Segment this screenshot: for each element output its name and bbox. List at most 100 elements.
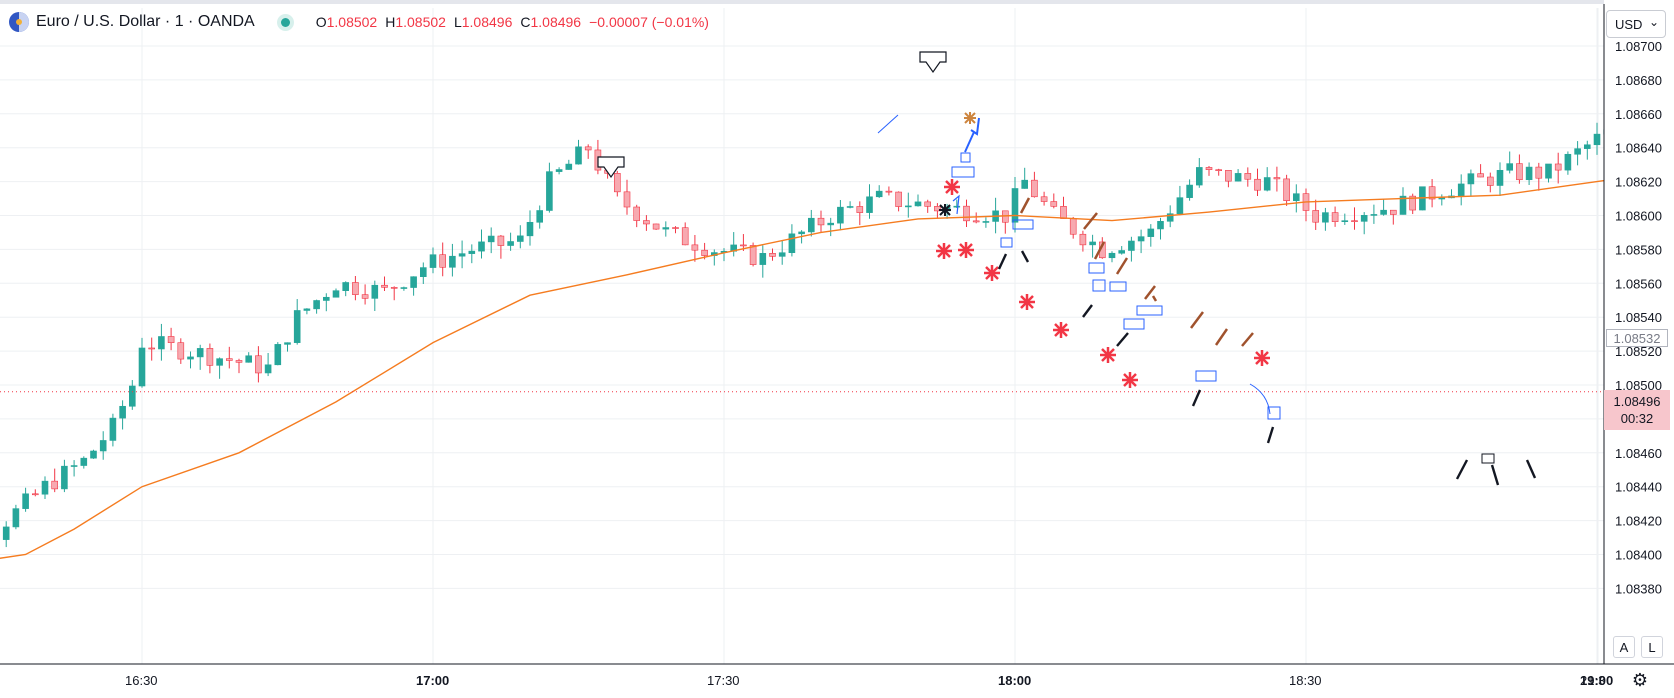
candle-down bbox=[1225, 170, 1232, 182]
price-tick-label: 1.08400 bbox=[1615, 548, 1662, 563]
market-status-icon[interactable] bbox=[280, 17, 290, 27]
time-tick-label: 18:00 bbox=[998, 673, 1031, 688]
candle-up bbox=[1574, 148, 1581, 155]
candle-up bbox=[400, 287, 408, 289]
last-price-label: 1.08532 bbox=[1606, 329, 1668, 347]
candle-up bbox=[1525, 166, 1533, 181]
price-tick-label: 1.08540 bbox=[1615, 310, 1662, 325]
candle-down bbox=[1040, 196, 1048, 202]
box-marker bbox=[1195, 370, 1217, 382]
currency-selector[interactable]: USD ⌄ bbox=[1606, 10, 1666, 38]
moving-average-line bbox=[0, 170, 1674, 559]
price-tick-label: 1.08380 bbox=[1615, 581, 1662, 596]
price-tick-label: 1.08560 bbox=[1615, 276, 1662, 291]
candle-up bbox=[807, 217, 815, 233]
candle-down bbox=[895, 191, 902, 207]
current-price-label: 1.08496 00:32 bbox=[1604, 390, 1670, 430]
candle-up bbox=[2, 526, 10, 540]
price-tick-label: 1.08680 bbox=[1615, 73, 1662, 88]
candle-up bbox=[846, 206, 854, 208]
candle-up bbox=[1380, 209, 1387, 215]
candle-up bbox=[546, 171, 553, 211]
price-change: −0.00007 (−0.01%) bbox=[589, 14, 709, 30]
candle-down bbox=[1283, 178, 1290, 201]
candle-down bbox=[1351, 220, 1358, 222]
candle-up bbox=[1108, 252, 1116, 259]
bar-countdown: 00:32 bbox=[1620, 411, 1654, 426]
candle-up bbox=[555, 169, 563, 172]
candle-up bbox=[322, 296, 330, 301]
candle-down bbox=[31, 493, 39, 496]
curve-line bbox=[1249, 383, 1271, 415]
candle-up bbox=[1186, 184, 1193, 198]
auto-scale-button[interactable]: A bbox=[1613, 636, 1635, 658]
moving-average-series bbox=[0, 170, 1674, 559]
candle-up bbox=[158, 336, 165, 350]
ohlc-values: O1.08502 H1.08502 L1.08496 C1.08496 −0.0… bbox=[316, 14, 709, 30]
arrow-marker bbox=[919, 51, 947, 74]
candle-up bbox=[478, 241, 485, 252]
candle-up bbox=[565, 163, 573, 170]
top-toolbar-strip bbox=[0, 0, 1674, 4]
candle-up bbox=[1457, 183, 1465, 197]
red-asterisk bbox=[1122, 372, 1138, 388]
candle-down bbox=[749, 245, 757, 265]
candle-down bbox=[148, 347, 155, 350]
time-tick-label: 18:30 bbox=[1289, 673, 1322, 688]
candle-up bbox=[575, 146, 582, 165]
candle-up bbox=[982, 221, 990, 223]
red-asterisk bbox=[1019, 294, 1035, 310]
candle-down bbox=[1205, 167, 1213, 170]
candle-down bbox=[972, 220, 980, 223]
candle-down bbox=[497, 235, 505, 246]
candle-up bbox=[419, 267, 427, 277]
candle-down bbox=[613, 173, 621, 193]
price-tick-label: 1.08580 bbox=[1615, 242, 1662, 257]
red-asterisk-markers bbox=[936, 179, 1270, 388]
candle-down bbox=[856, 206, 864, 213]
settings-icon[interactable]: ⚙ bbox=[1631, 669, 1649, 690]
candle-up bbox=[1118, 250, 1125, 254]
candle-up bbox=[1341, 220, 1349, 222]
candle-down bbox=[1516, 163, 1523, 181]
candle-up bbox=[129, 385, 136, 407]
time-axis-bg bbox=[0, 664, 1604, 698]
candle-down bbox=[255, 355, 262, 374]
candle-up bbox=[371, 284, 379, 299]
candle-up bbox=[449, 255, 456, 268]
high-value: 1.08502 bbox=[395, 14, 446, 30]
candle-up bbox=[61, 465, 68, 490]
box-marker bbox=[1109, 281, 1127, 292]
log-scale-button[interactable]: L bbox=[1641, 636, 1663, 658]
candle-down bbox=[390, 287, 398, 289]
open-value: 1.08502 bbox=[326, 14, 378, 30]
candle-up bbox=[788, 233, 796, 253]
candle-down bbox=[740, 244, 747, 247]
trend-arrow bbox=[964, 117, 980, 153]
price-tick-label: 1.08700 bbox=[1615, 39, 1662, 54]
candle-down bbox=[963, 205, 970, 222]
candle-down bbox=[51, 480, 59, 490]
candle-up bbox=[536, 210, 544, 223]
low-value: 1.08496 bbox=[461, 14, 513, 30]
candle-up bbox=[1322, 212, 1329, 223]
candle-up bbox=[187, 356, 194, 360]
candle-up bbox=[284, 342, 291, 345]
box-marker bbox=[1000, 237, 1013, 248]
red-asterisk bbox=[958, 242, 974, 258]
red-asterisk bbox=[1053, 322, 1069, 338]
candle-up bbox=[332, 290, 340, 298]
candle-up bbox=[342, 282, 350, 291]
candle-up bbox=[526, 221, 534, 237]
candle-down bbox=[1244, 173, 1252, 180]
brown-slash-markers bbox=[1019, 197, 1254, 347]
candle-up bbox=[1467, 173, 1475, 185]
candle-up bbox=[1089, 241, 1096, 246]
box-marker bbox=[960, 152, 971, 163]
candle-up bbox=[313, 300, 320, 310]
candle-up bbox=[953, 205, 961, 208]
candle-up bbox=[904, 205, 912, 208]
candle-down bbox=[1487, 176, 1494, 186]
symbol-title[interactable]: Euro / U.S. Dollar · 1 · OANDA bbox=[36, 13, 255, 30]
